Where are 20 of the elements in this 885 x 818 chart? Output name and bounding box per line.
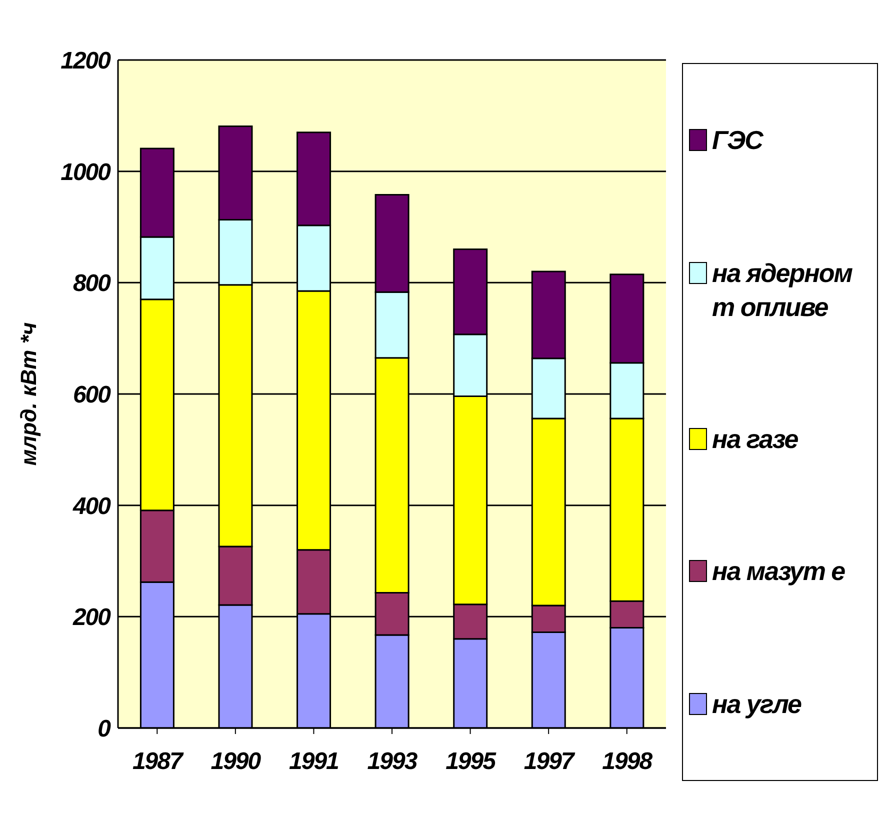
x-tick-label: 1990 <box>210 748 262 776</box>
y-tick-label: 800 <box>72 270 112 298</box>
legend-label: на мазут е <box>712 555 845 588</box>
legend-label: ГЭС <box>712 124 762 158</box>
x-tick-label: 1998 <box>602 748 654 776</box>
x-tick-label: 1997 <box>524 748 576 776</box>
y-tick-label: 1200 <box>60 48 112 75</box>
x-tick-label: 1993 <box>367 748 418 776</box>
y-tick-label: 0 <box>98 716 112 743</box>
legend-label: на угле <box>712 688 802 721</box>
legend-label: на газе <box>712 422 798 456</box>
x-tick-label: 1995 <box>446 748 497 776</box>
y-tick-label: 1000 <box>60 158 112 186</box>
legend-label: на ядерном т опливе <box>712 256 854 324</box>
y-tick-label: 600 <box>72 382 112 409</box>
y-tick-label: 400 <box>72 492 112 520</box>
y-axis-title: млрд. кВт *ч <box>16 322 41 466</box>
y-tick-label: 200 <box>72 604 112 632</box>
x-tick-label: 1991 <box>289 748 340 776</box>
x-tick-label: 1987 <box>132 748 184 776</box>
